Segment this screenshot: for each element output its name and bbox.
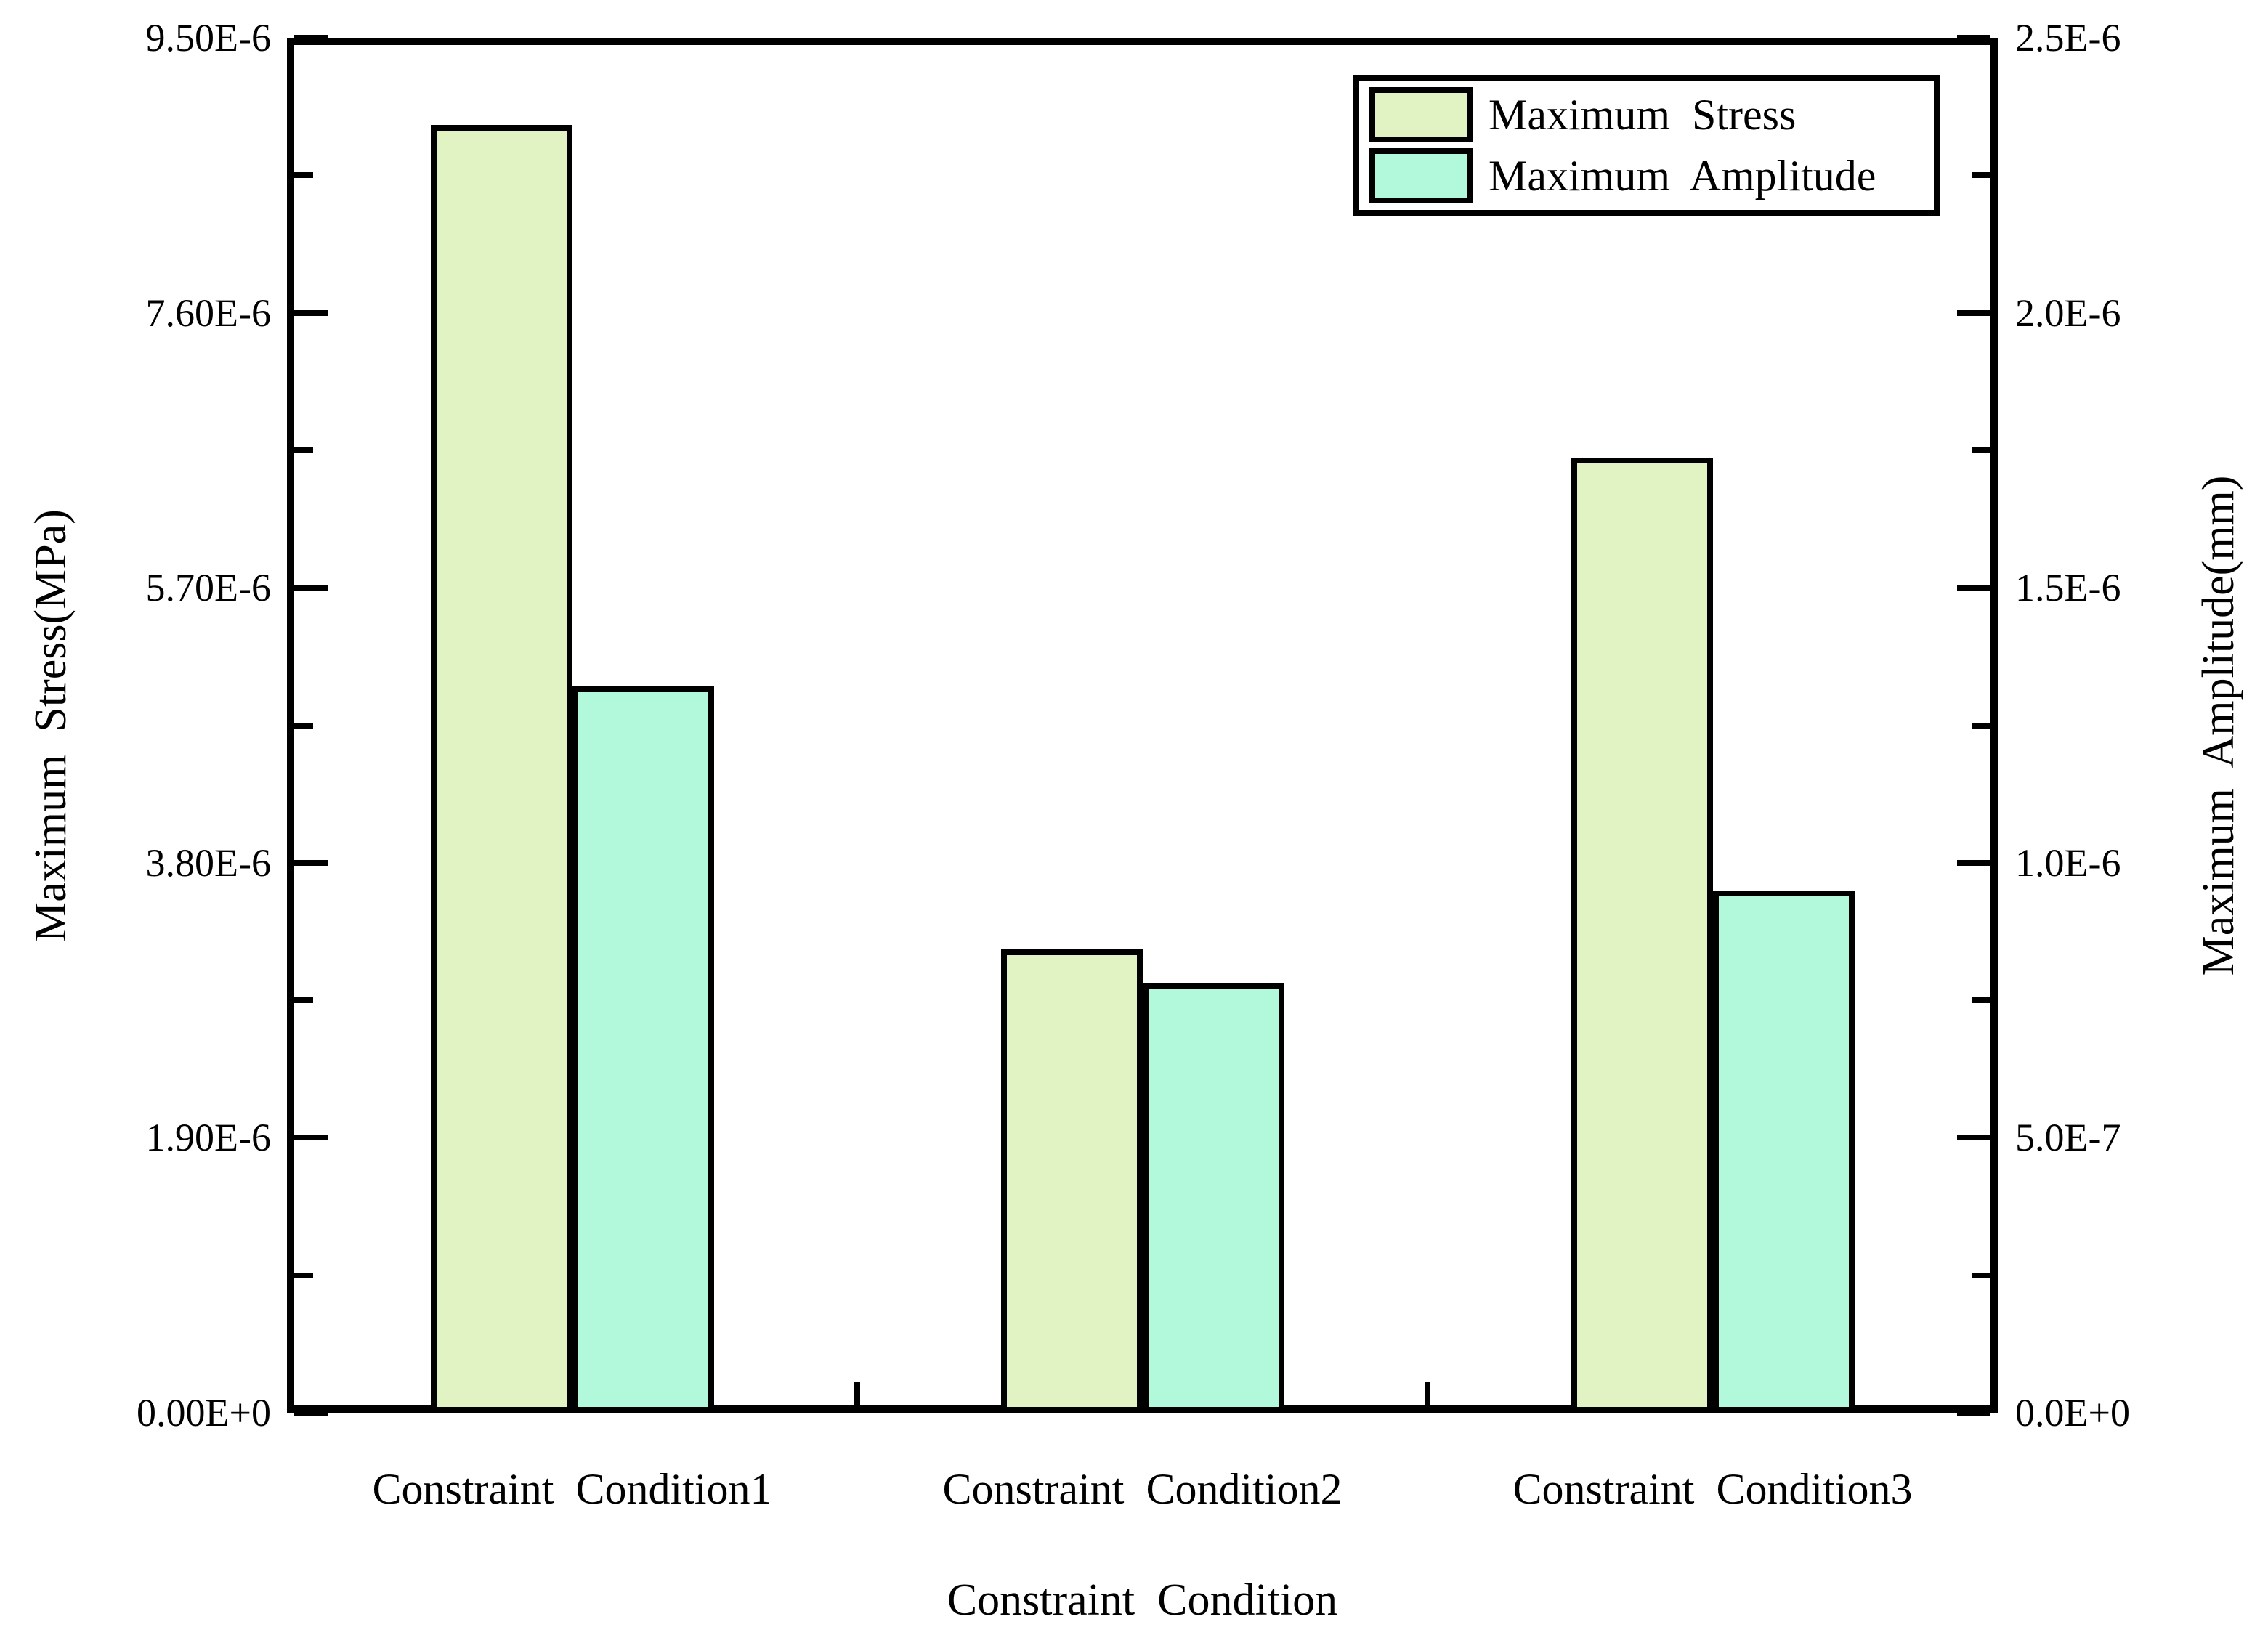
amplitude-bar-3 — [1712, 891, 1855, 1413]
right-axis-title: Maximum Amplitude(mm) — [2194, 475, 2243, 975]
right-axis-tick-label: 2.5E-6 — [2015, 16, 2121, 60]
right-axis-minor-tick — [1972, 172, 1990, 179]
right-axis-minor-tick — [1972, 997, 1990, 1004]
x-axis-boundary-tick — [854, 1382, 860, 1405]
left-axis-tick-label: 7.60E-6 — [145, 291, 271, 335]
stress-bar-2 — [1000, 949, 1143, 1413]
x-category-label: Constraint Condition1 — [372, 1465, 772, 1513]
right-axis-major-tick — [1957, 35, 1990, 41]
legend: Maximum Stress Maximum Amplitude — [1353, 75, 1940, 216]
right-axis-tick-label: 1.0E-6 — [2015, 840, 2121, 885]
left-axis-major-tick — [294, 859, 328, 866]
left-axis-tick-label: 3.80E-6 — [145, 840, 271, 885]
right-axis-tick-label: 1.5E-6 — [2015, 566, 2121, 610]
right-axis-minor-tick — [1972, 722, 1990, 729]
left-axis-minor-tick — [294, 722, 313, 729]
right-axis-minor-tick — [1972, 1272, 1990, 1278]
stress-bar-3 — [1571, 458, 1713, 1413]
x-category-label: Constraint Condition3 — [1512, 1465, 1913, 1513]
left-axis-major-tick — [294, 309, 328, 316]
right-axis-major-tick — [1957, 1135, 1990, 1141]
legend-label: Maximum Amplitude — [1489, 152, 1876, 200]
x-axis-boundary-tick — [1425, 1382, 1430, 1405]
legend-swatch-amplitude — [1369, 148, 1473, 204]
legend-label: Maximum Stress — [1489, 90, 1797, 139]
right-axis-major-tick — [1957, 585, 1990, 591]
amplitude-bar-1 — [572, 686, 714, 1413]
right-axis-minor-tick — [1972, 447, 1990, 453]
right-axis-tick-label: 0.0E+0 — [2015, 1391, 2130, 1435]
left-axis-minor-tick — [294, 997, 313, 1004]
left-axis-tick-label: 9.50E-6 — [145, 16, 271, 60]
left-axis-minor-tick — [294, 1272, 313, 1278]
x-category-label: Constraint Condition2 — [942, 1465, 1342, 1513]
left-axis-minor-tick — [294, 172, 313, 179]
amplitude-bar-2 — [1142, 983, 1284, 1413]
left-axis-major-tick — [294, 1410, 328, 1416]
legend-row: Maximum Amplitude — [1369, 148, 1934, 204]
right-axis-tick-label: 2.0E-6 — [2015, 291, 2121, 335]
left-axis-tick-label: 5.70E-6 — [145, 566, 271, 610]
right-axis-major-tick — [1957, 1410, 1990, 1416]
right-axis-major-tick — [1957, 309, 1990, 316]
left-axis-tick-label: 0.00E+0 — [137, 1391, 271, 1435]
legend-row: Maximum Stress — [1369, 86, 1934, 142]
legend-swatch-stress — [1369, 86, 1473, 142]
left-axis-major-tick — [294, 1135, 328, 1141]
left-axis-tick-label: 1.90E-6 — [145, 1116, 271, 1160]
right-axis-tick-label: 5.0E-7 — [2015, 1116, 2121, 1160]
x-axis-title: Constraint Condition — [947, 1575, 1338, 1625]
stress-bar-1 — [430, 125, 572, 1413]
right-axis-major-tick — [1957, 859, 1990, 866]
left-axis-major-tick — [294, 585, 328, 591]
left-axis-major-tick — [294, 35, 328, 41]
left-axis-minor-tick — [294, 447, 313, 453]
